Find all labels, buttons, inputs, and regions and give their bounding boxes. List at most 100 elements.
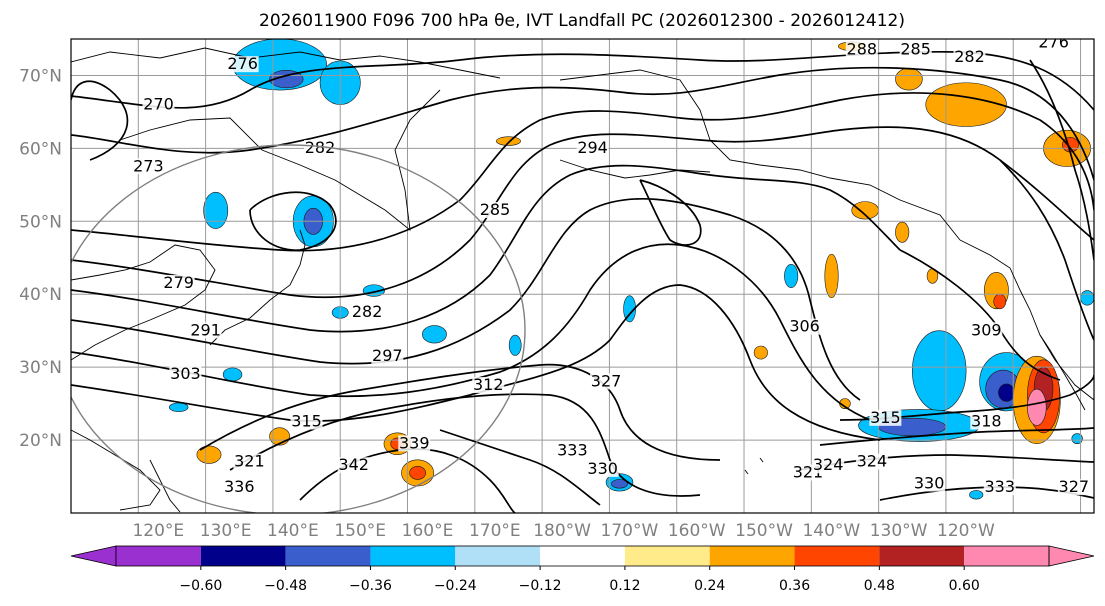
ivt-shading-blob [623, 295, 636, 323]
contour-label-bg [590, 373, 623, 390]
colorbar-ticks: −0.60 −0.48 −0.36 −0.24 −0.12 0.12 0.24 0.36 0.4… [179, 566, 980, 594]
colorbar-tick-label: 0.60 [949, 578, 980, 594]
contour-label: 297 [372, 346, 403, 365]
colorbar: −0.60 −0.48 −0.36 −0.24 −0.12 0.12 0.24 0.36 0.4… [70, 545, 1095, 594]
contour-label-bg [899, 41, 932, 58]
ivt-shading-blob [496, 136, 521, 146]
colorbar-cell [455, 546, 541, 566]
contour-label: 321 [234, 452, 265, 471]
contour-line [249, 191, 337, 251]
latitude-labels: 70°N 60°N 50°N 40°N 30°N 20°N [19, 66, 62, 451]
contour-line [639, 179, 702, 246]
latitude-label: 50°N [19, 212, 62, 232]
colorbar-cell [285, 546, 371, 566]
ivt-shading-blob [911, 330, 967, 412]
ivt-shading-blob [895, 221, 910, 243]
colorbar-cell [624, 546, 710, 566]
ivt-shading-blob [784, 264, 799, 288]
latitude-label: 40°N [19, 285, 62, 305]
contour-label: 342 [338, 455, 369, 474]
ivt-shading-blob [895, 67, 923, 91]
landfall-region-circle [71, 144, 526, 513]
contour-label: 330 [914, 473, 945, 492]
colorbar-tick-label: −0.12 [519, 578, 562, 594]
contour-label-bg [586, 460, 619, 477]
coastline-asia [71, 47, 501, 79]
ivt-shading-blob [269, 70, 304, 89]
colorbar-tick-label: −0.60 [179, 578, 222, 594]
contour-label-bg [162, 274, 195, 291]
coastline-okhotsk [119, 117, 263, 151]
longitude-label: 160°W [668, 521, 726, 541]
contour-label: 312 [473, 375, 504, 394]
contour-label: 324 [813, 455, 844, 474]
contour-label: 282 [305, 138, 336, 157]
colorbar-cells [70, 545, 1095, 567]
contour-label: 315 [291, 411, 322, 430]
ivt-shading-blob [993, 293, 1007, 310]
ivt-shading-blob [998, 383, 1015, 402]
contour-label: 330 [587, 459, 618, 478]
contour-label: 282 [352, 302, 383, 321]
colorbar-cell [879, 546, 965, 566]
colorbar-cell [794, 546, 880, 566]
ivt-shading-blob [611, 479, 628, 489]
ivt-shading-blob [753, 345, 768, 360]
ivt-shading-blob [196, 445, 222, 464]
contour-label: 306 [789, 317, 820, 336]
contour-label-bg [189, 322, 222, 339]
contour-line [819, 427, 1094, 446]
contour-line [229, 393, 701, 497]
contour-label-bg [472, 377, 505, 394]
contour-label-bg [398, 435, 431, 452]
contour-label-bg [223, 479, 256, 496]
colorbar-cell [964, 546, 1049, 566]
coastline-china [71, 244, 216, 361]
colorbar-cell [116, 546, 201, 566]
contour-label-bg [351, 304, 384, 321]
contour-line [71, 66, 1094, 181]
longitude-label: 120°E [132, 521, 184, 541]
contour-label-bg [142, 96, 175, 113]
contour-label: 327 [591, 371, 622, 390]
ivt-shading-blob [1062, 137, 1079, 153]
contour-label-bg [479, 202, 512, 219]
ivt-shading-blob [851, 201, 879, 220]
contour-label: 318 [971, 411, 1002, 430]
contour-line [71, 197, 861, 401]
contour-label: 333 [985, 477, 1016, 496]
coastline-hawaii [744, 457, 764, 475]
colorbar-cell [200, 546, 286, 566]
contour-label: 291 [190, 320, 221, 339]
longitude-label: 140°E [267, 521, 319, 541]
contour-label: 270 [143, 94, 174, 113]
contour-label-bg [337, 457, 370, 474]
coastline-baja [1039, 334, 1086, 411]
contour-line [71, 80, 129, 161]
coastline-aleutians [559, 159, 711, 179]
ivt-shading-blob [409, 466, 426, 480]
map-frame [70, 38, 1095, 514]
coastline-north-america [959, 239, 1094, 401]
contour-label-bg [788, 318, 821, 335]
ivt-shading-blob [1080, 290, 1094, 306]
contour-label: 324 [857, 452, 888, 471]
longitude-label: 170°W [601, 521, 659, 541]
colorbar-cell [370, 546, 456, 566]
coastline-se-asia [71, 429, 161, 511]
coastline-alaska [559, 69, 961, 241]
contour-line [999, 159, 1094, 341]
colorbar-tick-label: −0.48 [264, 578, 307, 594]
contour-line [1029, 59, 1094, 261]
contour-label: 273 [133, 156, 164, 175]
contour-label-bg [556, 442, 589, 459]
ivt-shading-blob [203, 191, 229, 229]
contour-label-bg [1057, 479, 1090, 496]
contour-label: 285 [900, 40, 931, 59]
contour-label: 336 [224, 477, 255, 496]
colorbar-cell [709, 546, 795, 566]
contour-line [799, 454, 1094, 471]
contour-label-bg [970, 322, 1003, 339]
contour-label: 279 [163, 273, 194, 292]
